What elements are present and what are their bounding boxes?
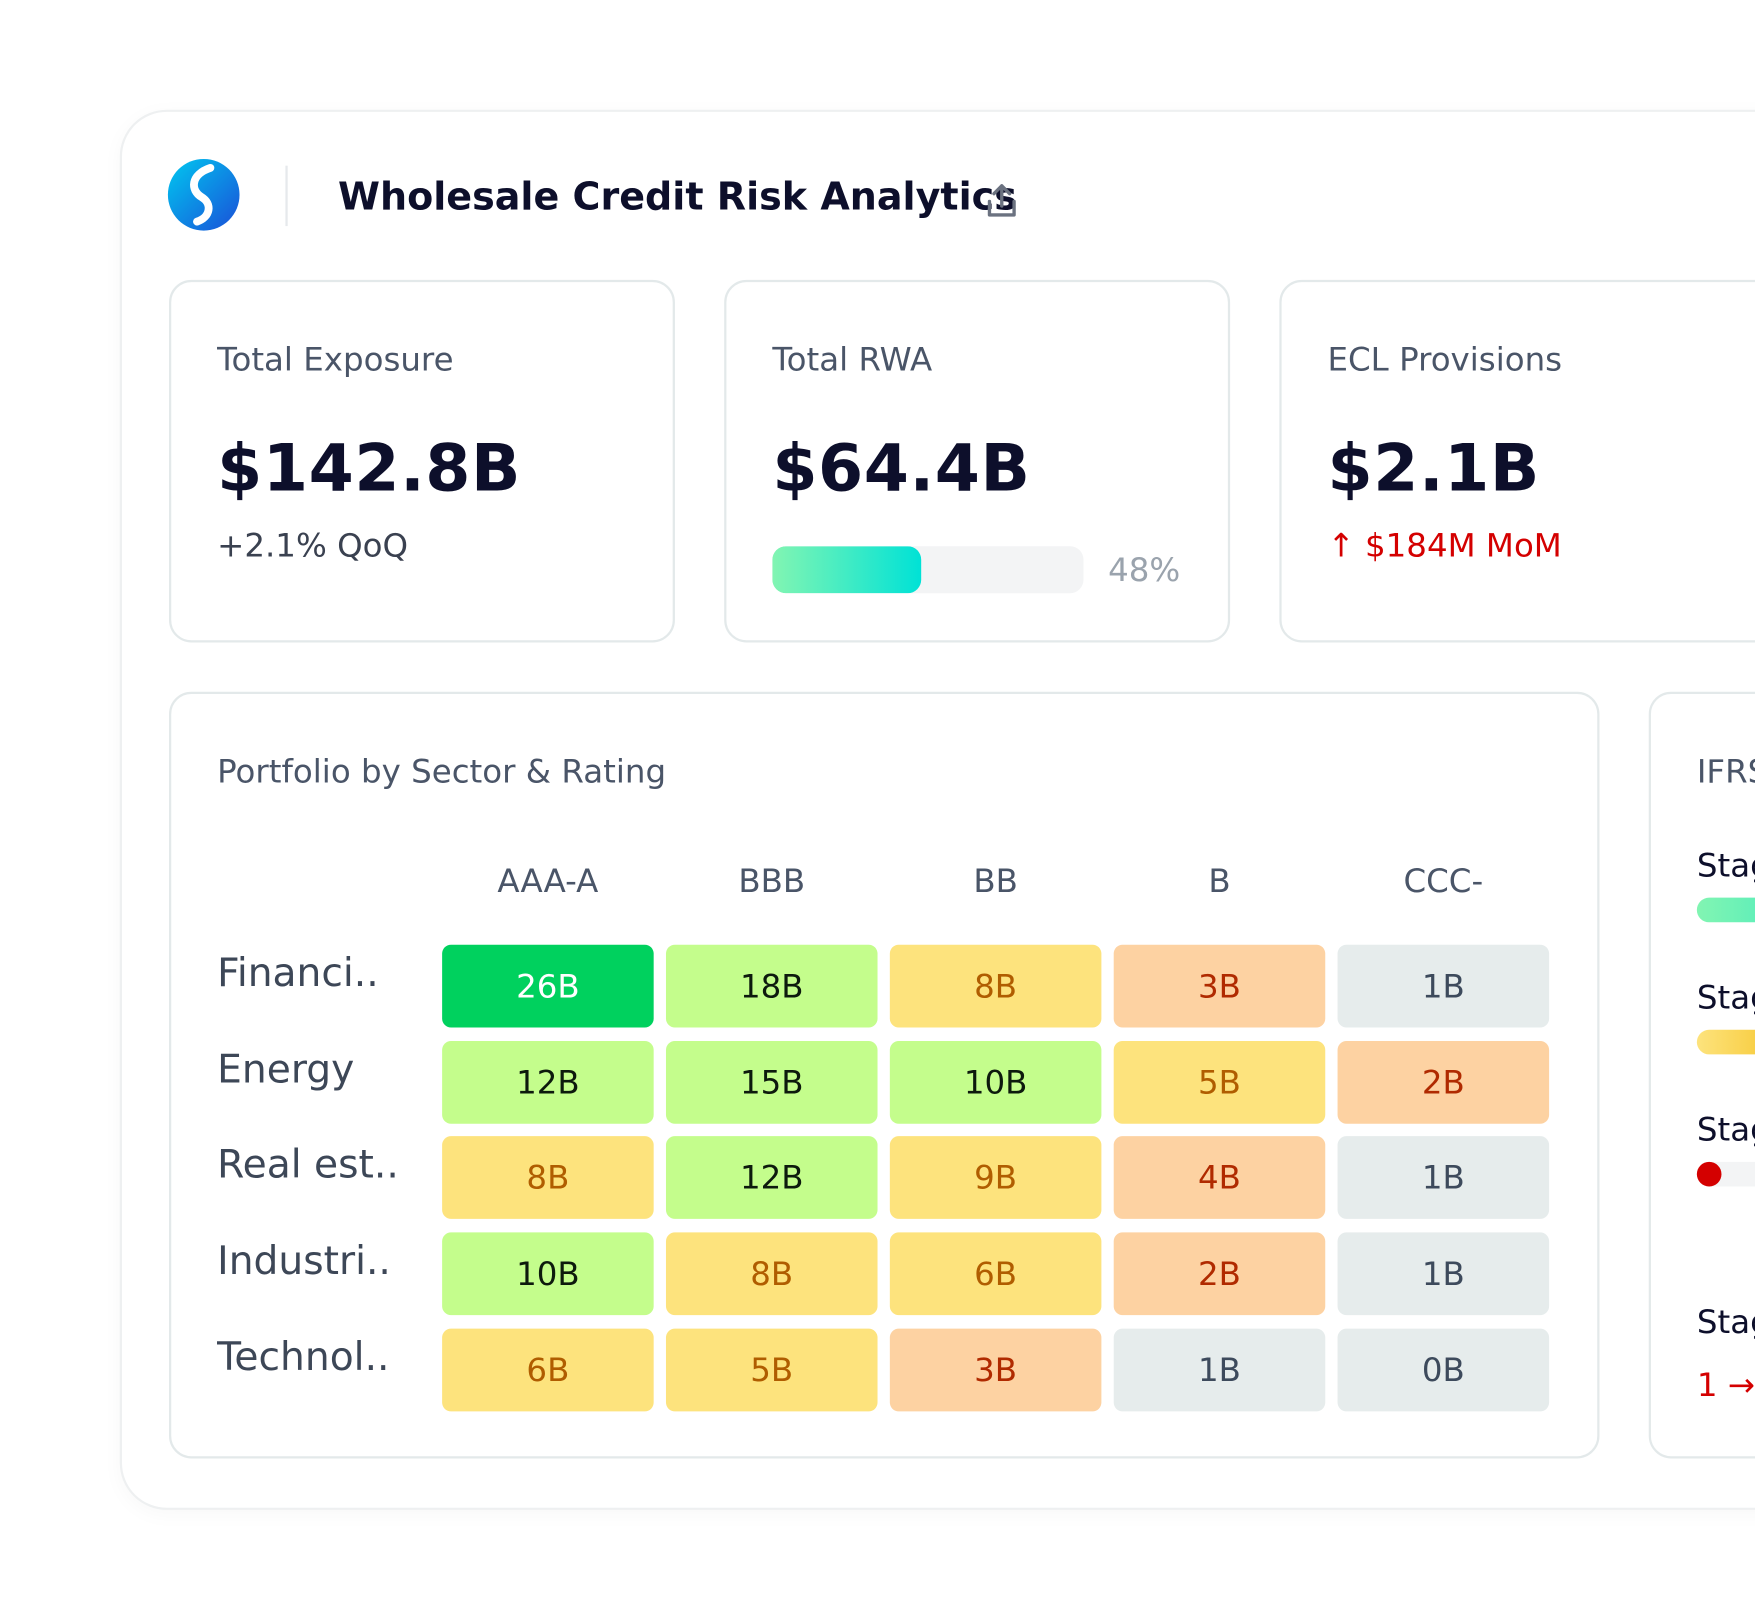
heatmap-cell: 10B (442, 1232, 654, 1316)
heatmap-cell: 0B (1337, 1328, 1550, 1412)
heatmap-cell: 12B (442, 1040, 654, 1124)
heatmap-cell: 3B (1113, 944, 1326, 1028)
heatmap-cell: 8B (442, 1136, 654, 1220)
share-icon[interactable] (985, 181, 1019, 219)
heatmap-cell: 6B (889, 1232, 1102, 1316)
kpi-value: $2.1B (1327, 429, 1540, 506)
heatmap-cell: 15B (665, 1040, 878, 1124)
heatmap-cell: 18B (665, 944, 878, 1028)
heatmap-cell: 3B (889, 1328, 1102, 1412)
stage-label: Stag (1696, 1110, 1755, 1149)
heatmap-cell: 12B (665, 1136, 878, 1220)
heatmap-cell: 2B (1337, 1040, 1550, 1124)
row-label: Real est.. (217, 1143, 399, 1189)
stage-label: Stag (1696, 1302, 1755, 1341)
kpi-card: Total Exposure $142.8B +2.1% QoQ (169, 279, 675, 643)
stage-bar (1696, 1029, 1755, 1055)
page-title: Wholesale Credit Risk Analytics (338, 174, 1017, 220)
stage-label: Stag (1696, 978, 1755, 1017)
column-header: BB (973, 861, 1018, 900)
row-label: Industri.. (217, 1239, 391, 1284)
row-label: Technol.. (217, 1335, 390, 1380)
logo[interactable] (166, 157, 242, 233)
column-header: B (1208, 861, 1231, 900)
progress-fill (772, 546, 922, 594)
heatmap-cell: 1B (1337, 1232, 1550, 1316)
heatmap-cell: 5B (1113, 1040, 1326, 1124)
kpi-delta: ↑ $184M MoM (1327, 526, 1562, 565)
row-label: Energy (217, 1047, 355, 1093)
column-header: CCC- (1403, 861, 1484, 900)
kpi-label: ECL Provisions (1327, 340, 1563, 379)
kpi-card: ECL Provisions $2.1B ↑ $184M MoM (1279, 279, 1755, 643)
heatmap-cell: 1B (1337, 1136, 1550, 1220)
kpi-delta: +2.1% QoQ (217, 526, 409, 565)
kpi-card: Total RWA $64.4B 48% (724, 279, 1231, 643)
column-header: AAA-A (497, 861, 599, 900)
row-label: Financi.. (217, 951, 379, 997)
heatmap-cell: 5B (665, 1328, 878, 1412)
stage-bar (1696, 897, 1755, 923)
kpi-label: Total Exposure (217, 340, 454, 379)
heatmap-cell: 9B (889, 1136, 1102, 1220)
heatmap-cell: 10B (889, 1040, 1102, 1124)
heatmap-cell: 6B (442, 1328, 654, 1412)
stage-label: Stag (1696, 846, 1755, 885)
heatmap-cell: 4B (1113, 1136, 1326, 1220)
heatmap-cell: 8B (889, 944, 1102, 1028)
progress-track (772, 546, 1084, 594)
kpi-label: Total RWA (772, 340, 933, 379)
heatmap-cell: 1B (1113, 1328, 1326, 1412)
heatmap-card: Portfolio by Sector & Rating AAA-A BBB BB B… (169, 691, 1600, 1459)
stage-note: 1 → (1696, 1365, 1755, 1404)
stage-dot (1696, 1161, 1722, 1187)
heatmap-cell: 8B (665, 1232, 878, 1316)
heatmap-cell: 2B (1113, 1232, 1326, 1316)
heatmap-cell: 26B (442, 944, 654, 1028)
heatmap-cell: 1B (1337, 944, 1550, 1028)
kpi-value: $142.8B (217, 429, 522, 506)
divider (285, 165, 288, 227)
heatmap-title: Portfolio by Sector & Rating (217, 752, 667, 791)
progress-label: 48% (1108, 550, 1181, 589)
column-header: BBB (738, 861, 806, 900)
kpi-value: $64.4B (772, 429, 1031, 506)
